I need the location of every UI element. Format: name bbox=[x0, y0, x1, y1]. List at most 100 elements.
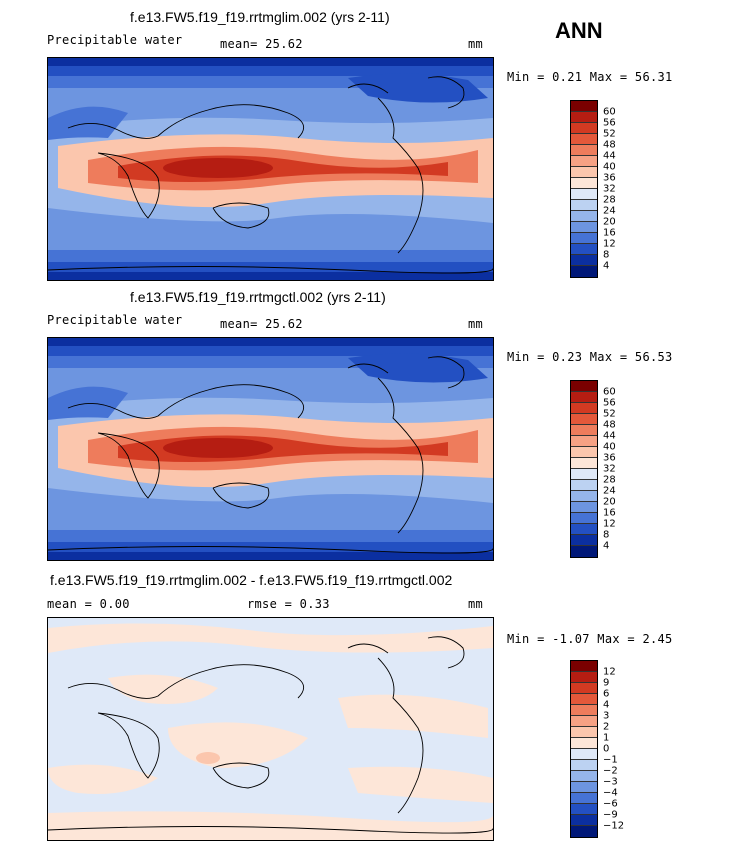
colorbar-level-label: −1 bbox=[603, 754, 618, 766]
colorbar-level-label: −3 bbox=[603, 776, 618, 788]
colorbar-level-label: 24 bbox=[603, 205, 616, 217]
colorbar-level-label: 8 bbox=[603, 249, 610, 261]
colorbar-swatch bbox=[571, 112, 597, 123]
panel-1-mean-label: mean= 25.62 bbox=[220, 37, 303, 51]
colorbar-swatch bbox=[571, 535, 597, 546]
colorbar-swatch bbox=[571, 266, 597, 277]
panel-1-variable-label: Precipitable water bbox=[47, 33, 183, 47]
colorbar-swatch bbox=[571, 524, 597, 535]
panel-1-colorbar bbox=[570, 100, 598, 278]
colorbar-swatch bbox=[571, 167, 597, 178]
panel-1-title: f.e13.FW5.f19_f19.rrtmglim.002 (yrs 2-11… bbox=[130, 9, 390, 25]
panel-1-map-canvas bbox=[48, 58, 493, 280]
colorbar-swatch bbox=[571, 178, 597, 189]
colorbar-level-label: 2 bbox=[603, 721, 610, 733]
colorbar-swatch bbox=[571, 101, 597, 112]
colorbar-level-label: 32 bbox=[603, 183, 616, 195]
panel-3-colorbar bbox=[570, 660, 598, 838]
colorbar-swatch bbox=[571, 189, 597, 200]
colorbar-level-label: 56 bbox=[603, 397, 616, 409]
panel-1-map bbox=[47, 57, 494, 281]
colorbar-swatch bbox=[571, 156, 597, 167]
colorbar-level-label: 48 bbox=[603, 419, 616, 431]
colorbar-level-label: 16 bbox=[603, 507, 616, 519]
colorbar-level-label: 24 bbox=[603, 485, 616, 497]
colorbar-level-label: 52 bbox=[603, 408, 616, 420]
colorbar-swatch bbox=[571, 123, 597, 134]
colorbar-level-label: 9 bbox=[603, 677, 610, 689]
colorbar-level-label: 1 bbox=[603, 732, 610, 744]
colorbar-swatch bbox=[571, 145, 597, 156]
colorbar-level-label: 40 bbox=[603, 441, 616, 453]
panel-2-minmax-label: Min = 0.23 Max = 56.53 bbox=[507, 350, 673, 364]
panel-3-mean-label: mean = 0.00 bbox=[47, 597, 130, 611]
colorbar-swatch bbox=[571, 705, 597, 716]
colorbar-swatch bbox=[571, 491, 597, 502]
colorbar-swatch bbox=[571, 211, 597, 222]
colorbar-level-label: −6 bbox=[603, 798, 618, 810]
colorbar-level-label: 36 bbox=[603, 452, 616, 464]
colorbar-level-label: 44 bbox=[603, 150, 616, 162]
colorbar-level-label: 48 bbox=[603, 139, 616, 151]
colorbar-swatch bbox=[571, 244, 597, 255]
colorbar-swatch bbox=[571, 738, 597, 749]
colorbar-swatch bbox=[571, 134, 597, 145]
colorbar-swatch bbox=[571, 469, 597, 480]
colorbar-swatch bbox=[571, 458, 597, 469]
colorbar-level-label: 44 bbox=[603, 430, 616, 442]
colorbar-level-label: 6 bbox=[603, 688, 610, 700]
colorbar-level-label: −2 bbox=[603, 765, 618, 777]
colorbar-swatch bbox=[571, 403, 597, 414]
colorbar-level-label: 4 bbox=[603, 699, 610, 711]
colorbar-level-label: 12 bbox=[603, 518, 616, 530]
panel-3-title: f.e13.FW5.f19_f19.rrtmglim.002 - f.e13.F… bbox=[50, 572, 453, 588]
colorbar-level-label: 52 bbox=[603, 128, 616, 140]
colorbar-level-label: 16 bbox=[603, 227, 616, 239]
colorbar-swatch bbox=[571, 782, 597, 793]
colorbar-swatch bbox=[571, 661, 597, 672]
colorbar-level-label: 60 bbox=[603, 106, 616, 118]
colorbar-swatch bbox=[571, 414, 597, 425]
panel-2-colorbar bbox=[570, 380, 598, 558]
colorbar-level-label: 20 bbox=[603, 496, 616, 508]
colorbar-swatch bbox=[571, 826, 597, 837]
colorbar-level-label: 4 bbox=[603, 260, 610, 272]
panel-3-units-label: mm bbox=[468, 597, 484, 611]
colorbar-level-label: 40 bbox=[603, 161, 616, 173]
colorbar-swatch bbox=[571, 233, 597, 244]
colorbar-level-label: 12 bbox=[603, 666, 616, 678]
colorbar-level-label: −9 bbox=[603, 809, 618, 821]
colorbar-swatch bbox=[571, 672, 597, 683]
colorbar-swatch bbox=[571, 255, 597, 266]
colorbar-swatch bbox=[571, 793, 597, 804]
colorbar-swatch bbox=[571, 815, 597, 826]
colorbar-swatch bbox=[571, 392, 597, 403]
colorbar-level-label: 56 bbox=[603, 117, 616, 129]
colorbar-level-label: 32 bbox=[603, 463, 616, 475]
panel-2-map bbox=[47, 337, 494, 561]
colorbar-swatch bbox=[571, 480, 597, 491]
colorbar-level-label: 28 bbox=[603, 474, 616, 486]
colorbar-level-label: 4 bbox=[603, 540, 610, 552]
colorbar-swatch bbox=[571, 425, 597, 436]
colorbar-swatch bbox=[571, 436, 597, 447]
panel-2-mean-label: mean= 25.62 bbox=[220, 317, 303, 331]
panel-3-map-canvas bbox=[48, 618, 493, 840]
colorbar-level-label: 20 bbox=[603, 216, 616, 228]
colorbar-swatch bbox=[571, 727, 597, 738]
panel-1-units-label: mm bbox=[468, 37, 484, 51]
panel-3-rmse-label: rmse = 0.33 bbox=[247, 597, 330, 611]
colorbar-swatch bbox=[571, 760, 597, 771]
colorbar-swatch bbox=[571, 200, 597, 211]
panel-2-units-label: mm bbox=[468, 317, 484, 331]
panel-3-map bbox=[47, 617, 494, 841]
panel-1-minmax-label: Min = 0.21 Max = 56.31 bbox=[507, 70, 673, 84]
panel-2-map-canvas bbox=[48, 338, 493, 560]
colorbar-level-label: 8 bbox=[603, 529, 610, 541]
panel-2-title: f.e13.FW5.f19_f19.rrtmgctl.002 (yrs 2-11… bbox=[130, 289, 386, 305]
colorbar-level-label: −12 bbox=[603, 820, 625, 832]
colorbar-swatch bbox=[571, 447, 597, 458]
colorbar-level-label: 28 bbox=[603, 194, 616, 206]
colorbar-swatch bbox=[571, 222, 597, 233]
colorbar-swatch bbox=[571, 694, 597, 705]
